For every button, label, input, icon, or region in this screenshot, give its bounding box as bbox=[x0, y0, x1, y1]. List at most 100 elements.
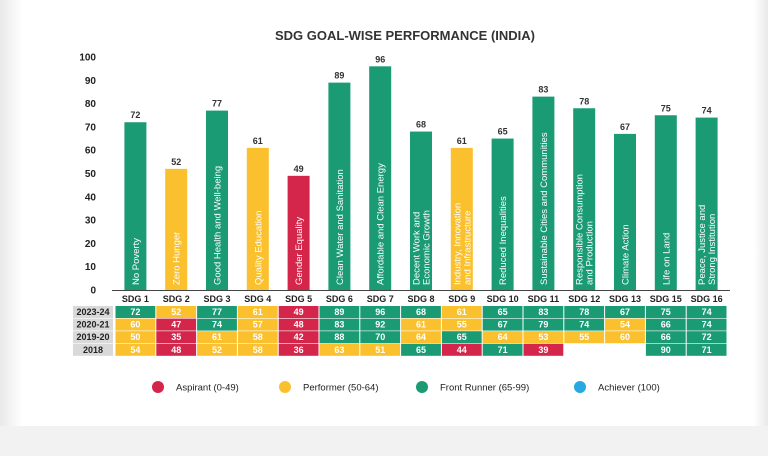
y-tick-label-0: 0 bbox=[90, 286, 96, 297]
legend-swatch bbox=[574, 381, 586, 393]
table-cell-value: 70 bbox=[375, 332, 385, 342]
bar-value-label: 52 bbox=[171, 157, 181, 167]
x-category-label: SDG 1 bbox=[122, 294, 149, 304]
y-tick-label-9: 90 bbox=[85, 76, 97, 87]
table-cell bbox=[278, 318, 319, 331]
table-cell-value: 74 bbox=[702, 320, 712, 330]
x-category-label: SDG 15 bbox=[650, 294, 682, 304]
table-year-label: 2019-20 bbox=[76, 332, 109, 342]
bar-sdg-15 bbox=[654, 115, 677, 290]
bar-goal-name: No Poverty bbox=[131, 238, 142, 285]
bottom-frame-strip bbox=[0, 426, 768, 456]
table-cell bbox=[482, 343, 523, 356]
table-cell bbox=[523, 318, 564, 331]
table-cell-value: 48 bbox=[294, 320, 304, 330]
y-tick-label-5: 50 bbox=[85, 169, 97, 180]
table-cell-value: 74 bbox=[702, 307, 712, 317]
table-cell-value: 53 bbox=[538, 332, 548, 342]
table-cell-value: 74 bbox=[212, 320, 222, 330]
table-cell-value: 68 bbox=[416, 307, 426, 317]
table-cell bbox=[686, 343, 727, 356]
bar-goal-name-line: Affordable and Clean Energy bbox=[376, 163, 387, 285]
bar-goal-name-line: Reduced Inequalities bbox=[498, 196, 509, 285]
table-cell bbox=[482, 306, 523, 318]
bar-sdg-7 bbox=[369, 66, 392, 290]
x-category-label: SDG 6 bbox=[326, 294, 353, 304]
table-cell-value: 65 bbox=[498, 307, 508, 317]
table-cell-value: 54 bbox=[620, 320, 630, 330]
right-frame-shade bbox=[754, 0, 768, 456]
table-cell-value: 35 bbox=[171, 332, 181, 342]
table-cell bbox=[645, 318, 686, 331]
table-cell bbox=[564, 331, 605, 344]
legend-label: Front Runner (65-99) bbox=[440, 383, 529, 394]
table-cell bbox=[686, 318, 727, 331]
table-year-label: 2018 bbox=[83, 345, 103, 355]
table-cell bbox=[441, 306, 482, 318]
table-cell-value: 90 bbox=[661, 345, 671, 355]
bar-sdg-16 bbox=[695, 117, 718, 290]
bar-sdg-13 bbox=[614, 133, 636, 290]
table-cell-value: 72 bbox=[702, 332, 712, 342]
x-category-label: SDG 2 bbox=[163, 294, 190, 304]
table-cell bbox=[360, 306, 401, 318]
bar-goal-name: Decent Work andEconomic Growth bbox=[412, 210, 433, 285]
x-category-label: SDG 13 bbox=[609, 294, 641, 304]
y-tick-label-1: 10 bbox=[85, 262, 97, 273]
bar-sdg-11 bbox=[532, 96, 555, 290]
bar-goal-name-line: Sustainable Cities and Communities bbox=[539, 132, 550, 285]
table-year-cell bbox=[73, 343, 113, 356]
y-tick-label-3: 30 bbox=[85, 216, 97, 227]
bar-value-label: 65 bbox=[498, 127, 508, 137]
table-cell-value: 44 bbox=[457, 345, 467, 355]
bar-goal-name: Sustainable Cities and Communities bbox=[539, 132, 550, 285]
table-cell-value: 71 bbox=[498, 345, 508, 355]
legend: Aspirant (0-49) Performer (50-64) Front Ru… bbox=[152, 381, 660, 394]
table-cell-value: 83 bbox=[538, 307, 548, 317]
table-cell-value: 61 bbox=[416, 320, 426, 330]
table-cell bbox=[278, 343, 319, 356]
table-cell bbox=[441, 343, 482, 356]
table-cell-value: 89 bbox=[334, 307, 344, 317]
table-cell bbox=[645, 331, 686, 344]
legend-label: Aspirant (0-49) bbox=[176, 383, 239, 394]
bar-goal-name: Good Health and Well-being bbox=[213, 166, 224, 285]
legend-swatch bbox=[279, 381, 291, 393]
table-cell-value: 92 bbox=[375, 320, 385, 330]
x-category-label: SDG 3 bbox=[203, 294, 230, 304]
table-cell bbox=[237, 318, 278, 331]
bar-goal-name: Clean Water and Sanitation bbox=[335, 169, 346, 285]
table-year-cell bbox=[73, 306, 113, 318]
bar-goal-name-line: Decent Work and bbox=[412, 212, 423, 285]
bar-goal-name-line: No Poverty bbox=[131, 238, 142, 285]
bar-goal-name-line: and Infrastructure bbox=[462, 211, 473, 285]
table-cell bbox=[645, 306, 686, 318]
bar-goal-name: Affordable and Clean Energy bbox=[376, 163, 387, 285]
table-cell-value: 88 bbox=[334, 332, 344, 342]
table-cell bbox=[605, 318, 645, 331]
table-cell bbox=[401, 306, 441, 318]
table-cell bbox=[441, 318, 482, 331]
bar-value-label: 49 bbox=[294, 164, 304, 174]
bar-value-label: 78 bbox=[579, 96, 589, 106]
score-table: 2023-24 72 52 77 61 49 89 96 68 61 65 83 78 67 75 74 202… bbox=[73, 306, 727, 356]
table-cell bbox=[360, 331, 401, 344]
bar-sdg-6 bbox=[328, 82, 351, 290]
y-tick-label-4: 40 bbox=[85, 192, 97, 203]
table-cell bbox=[686, 306, 727, 318]
legend-label: Performer (50-64) bbox=[303, 383, 379, 394]
x-category-label: SDG 10 bbox=[487, 294, 519, 304]
table-cell bbox=[156, 306, 197, 318]
bar-value-label: 83 bbox=[538, 85, 548, 95]
table-cell-value: 54 bbox=[130, 345, 140, 355]
table-cell-value: 71 bbox=[702, 345, 712, 355]
table-cell bbox=[278, 306, 319, 318]
table-cell-value: 74 bbox=[579, 320, 589, 330]
table-cell bbox=[523, 306, 564, 318]
table-cell-value: 36 bbox=[294, 345, 304, 355]
y-tick-label-6: 60 bbox=[85, 146, 97, 157]
table-cell bbox=[441, 331, 482, 344]
x-category-label: SDG 8 bbox=[407, 294, 434, 304]
x-category-label: SDG 7 bbox=[367, 294, 394, 304]
